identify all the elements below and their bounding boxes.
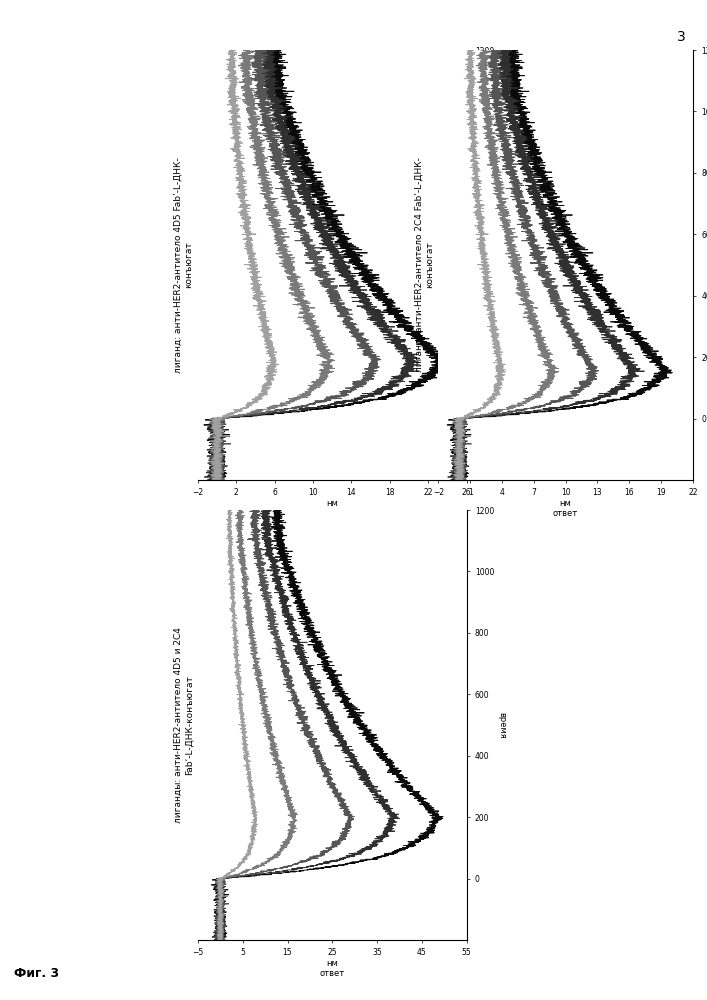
- X-axis label: нм
ответ: нм ответ: [320, 959, 345, 978]
- X-axis label: нм
ответ: нм ответ: [553, 499, 578, 518]
- Y-axis label: время: время: [497, 712, 506, 738]
- Text: лиганд: анти-HER2-антитело 2C4 Fab’-L-ДНК-
конъюгат: лиганд: анти-HER2-антитело 2C4 Fab’-L-ДН…: [414, 158, 434, 372]
- Text: Фиг. 3: Фиг. 3: [14, 967, 59, 980]
- X-axis label: нм
ответ: нм ответ: [320, 499, 345, 518]
- Text: лиганд: анти-HER2-антитело 4D5 Fab’-L-ДНК-
конъюгат: лиганд: анти-HER2-антитело 4D5 Fab’-L-ДН…: [174, 157, 194, 373]
- Text: 3: 3: [677, 30, 686, 44]
- Text: лиганды: анти-HER2-антитело 4D5 и 2C4
Fab’-L-ДНК-конъюгат: лиганды: анти-HER2-антитело 4D5 и 2C4 Fa…: [174, 627, 194, 823]
- Y-axis label: время: время: [497, 252, 506, 278]
